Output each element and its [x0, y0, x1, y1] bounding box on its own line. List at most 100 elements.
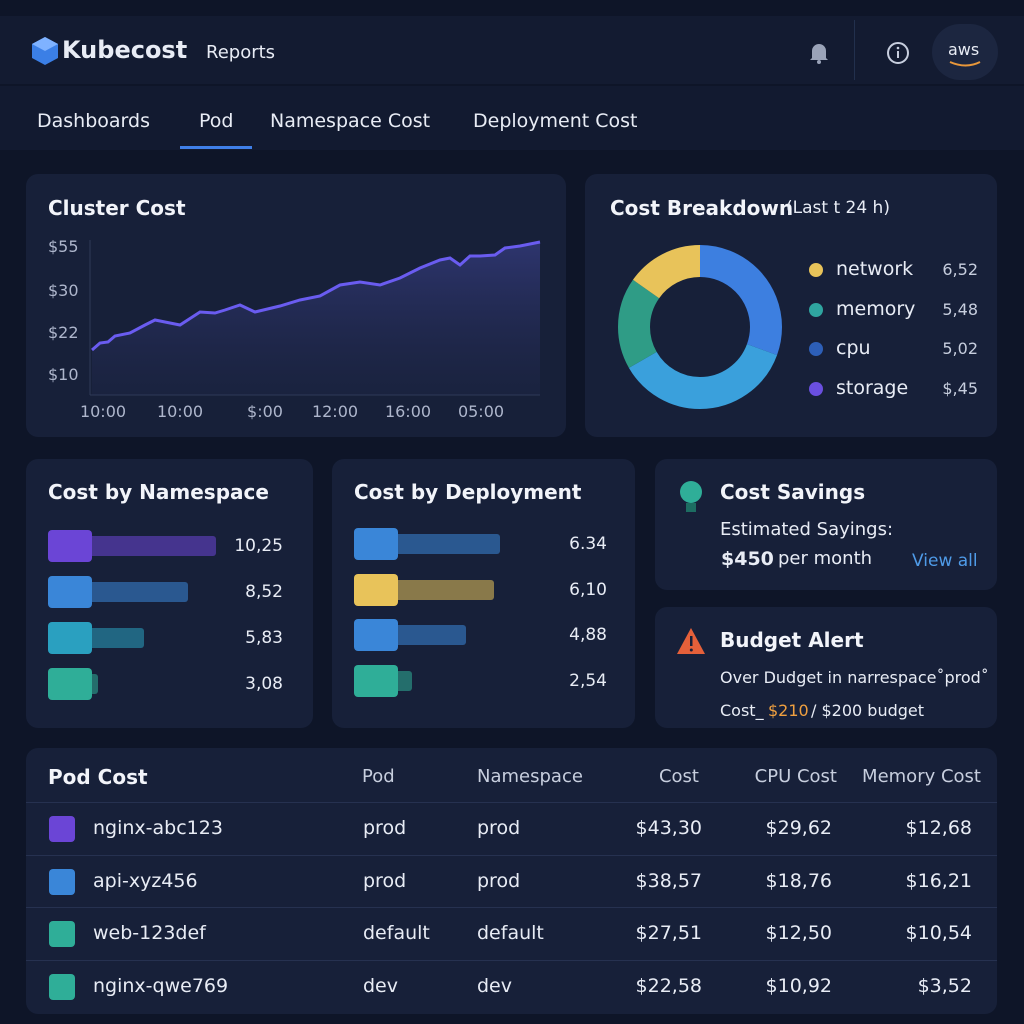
- legend-value: 6,52: [942, 260, 978, 279]
- x-tick-label: 16:00: [384, 402, 432, 421]
- legend-label: cpu: [836, 337, 871, 359]
- row-swatch: [49, 868, 75, 895]
- table-cell: $10,92: [765, 975, 832, 998]
- donut-segment: [618, 245, 782, 409]
- area: [92, 242, 540, 395]
- x-tick-label: 10:00: [156, 402, 204, 421]
- table-cell: $22,58: [635, 975, 702, 998]
- row-divider: [26, 802, 997, 803]
- divider: [854, 20, 855, 80]
- alert-cost-suffix: / $200 budget: [811, 701, 925, 720]
- table-cell: web-123def: [93, 922, 206, 945]
- alert-text: Over Dudget in narrespace˚prod˚: [720, 668, 989, 687]
- donut: [618, 245, 782, 409]
- y-tick-label: $55: [48, 237, 79, 256]
- x-tick-label: 05:00: [457, 402, 505, 421]
- legend-label: memory: [836, 297, 916, 320]
- alert-cost-value: $210: [768, 701, 809, 720]
- nav-reports[interactable]: Reports: [206, 42, 276, 63]
- x-tick-label: 12:00: [311, 402, 359, 421]
- donut-segment: [618, 245, 782, 409]
- table-cell: $12,50: [765, 922, 832, 945]
- donut-segment: [618, 245, 782, 409]
- savings-text: Estimated Sayings:: [720, 519, 894, 540]
- bar-head: [354, 664, 398, 697]
- view-all-link[interactable]: View all: [912, 551, 978, 571]
- top-bar: [0, 16, 1024, 84]
- bar-value: 4,88: [569, 625, 607, 645]
- logo-icon: [32, 37, 58, 65]
- table-cell: $3,52: [917, 975, 972, 998]
- account: aws: [948, 40, 980, 59]
- table-cell: $43,30: [635, 817, 702, 839]
- card-title: Cost by Deployment: [354, 480, 582, 504]
- tab[interactable]: Dashboards: [37, 110, 150, 132]
- savings-card: [655, 459, 997, 590]
- bar-head: [48, 530, 92, 562]
- bar-value: 6,10: [569, 579, 607, 600]
- table-cell: $12,68: [905, 817, 972, 839]
- card-title: Cost Breakdown: [610, 196, 794, 220]
- bar-head: [354, 528, 398, 560]
- legend-value: $,45: [942, 378, 978, 398]
- bar-value: 10,25: [234, 536, 283, 556]
- account-badge[interactable]: [932, 24, 998, 80]
- x-tick-label: $:00: [247, 402, 283, 421]
- alert-icon: [690, 636, 693, 646]
- y-tick-label: $10: [48, 365, 79, 384]
- table-cell: $10,54: [905, 922, 972, 945]
- info-icon[interactable]: [886, 41, 910, 65]
- table-cell: dev: [363, 975, 398, 998]
- bell-icon[interactable]: [808, 41, 830, 65]
- tab[interactable]: Namespace Cost: [270, 110, 431, 132]
- bar-value: 2,54: [569, 670, 607, 691]
- tab[interactable]: Pod: [199, 110, 234, 132]
- legend-dot: [809, 302, 823, 317]
- table-cell: prod: [477, 817, 521, 839]
- legend-dot: [809, 381, 823, 396]
- savings-suffix: per month: [778, 548, 873, 569]
- bar-value: 5,83: [245, 628, 283, 648]
- tab[interactable]: Deployment Cost: [473, 110, 638, 132]
- savings-icon: [680, 481, 702, 503]
- table-cell: prod: [477, 869, 521, 892]
- pod-table-card: [26, 748, 997, 1014]
- row-divider: [26, 907, 997, 909]
- bar-head: [354, 573, 398, 606]
- row-swatch: [49, 974, 75, 1001]
- bar-head: [48, 622, 92, 654]
- legend-label: network: [836, 258, 914, 280]
- card-title: Pod Cost: [48, 765, 148, 789]
- card-title: Cost Savings: [720, 480, 866, 504]
- table-cell: prod: [363, 817, 407, 839]
- table-cell: $38,57: [635, 869, 702, 892]
- bar-head: [48, 576, 92, 608]
- legend-dot: [809, 263, 823, 277]
- bar-value: 8,52: [245, 582, 283, 602]
- row-swatch: [49, 816, 75, 842]
- table-cell: $16,21: [905, 869, 972, 892]
- bar-value: 6.34: [569, 534, 607, 554]
- bar-value: 3,08: [245, 674, 283, 694]
- legend-label: storage: [836, 376, 909, 399]
- table-cell: nginx-qwe769: [93, 975, 229, 998]
- card-title: Cost by Namespace: [48, 480, 269, 504]
- bar-head: [48, 668, 92, 700]
- table-cell: $18,76: [765, 869, 832, 892]
- alert-cost-prefix: Cost_: [720, 701, 764, 720]
- savings-icon: [686, 503, 696, 512]
- table-cell: default: [363, 922, 430, 945]
- table-cell: dev: [477, 975, 512, 998]
- table-cell: $29,62: [765, 817, 832, 839]
- card-subtitle: (Last t 24 h): [786, 198, 890, 218]
- table-cell: default: [477, 922, 544, 945]
- legend-value: 5,48: [942, 299, 978, 319]
- row-divider: [26, 960, 997, 962]
- card-title: Cluster Cost: [48, 196, 186, 220]
- column-header: Memory Cost: [862, 766, 981, 787]
- alert-icon: [689, 648, 693, 652]
- card-title: Budget Alert: [720, 628, 864, 652]
- table-cell: $27,51: [635, 922, 702, 945]
- y-tick-label: $30: [48, 281, 79, 300]
- column-header: Namespace: [477, 766, 583, 787]
